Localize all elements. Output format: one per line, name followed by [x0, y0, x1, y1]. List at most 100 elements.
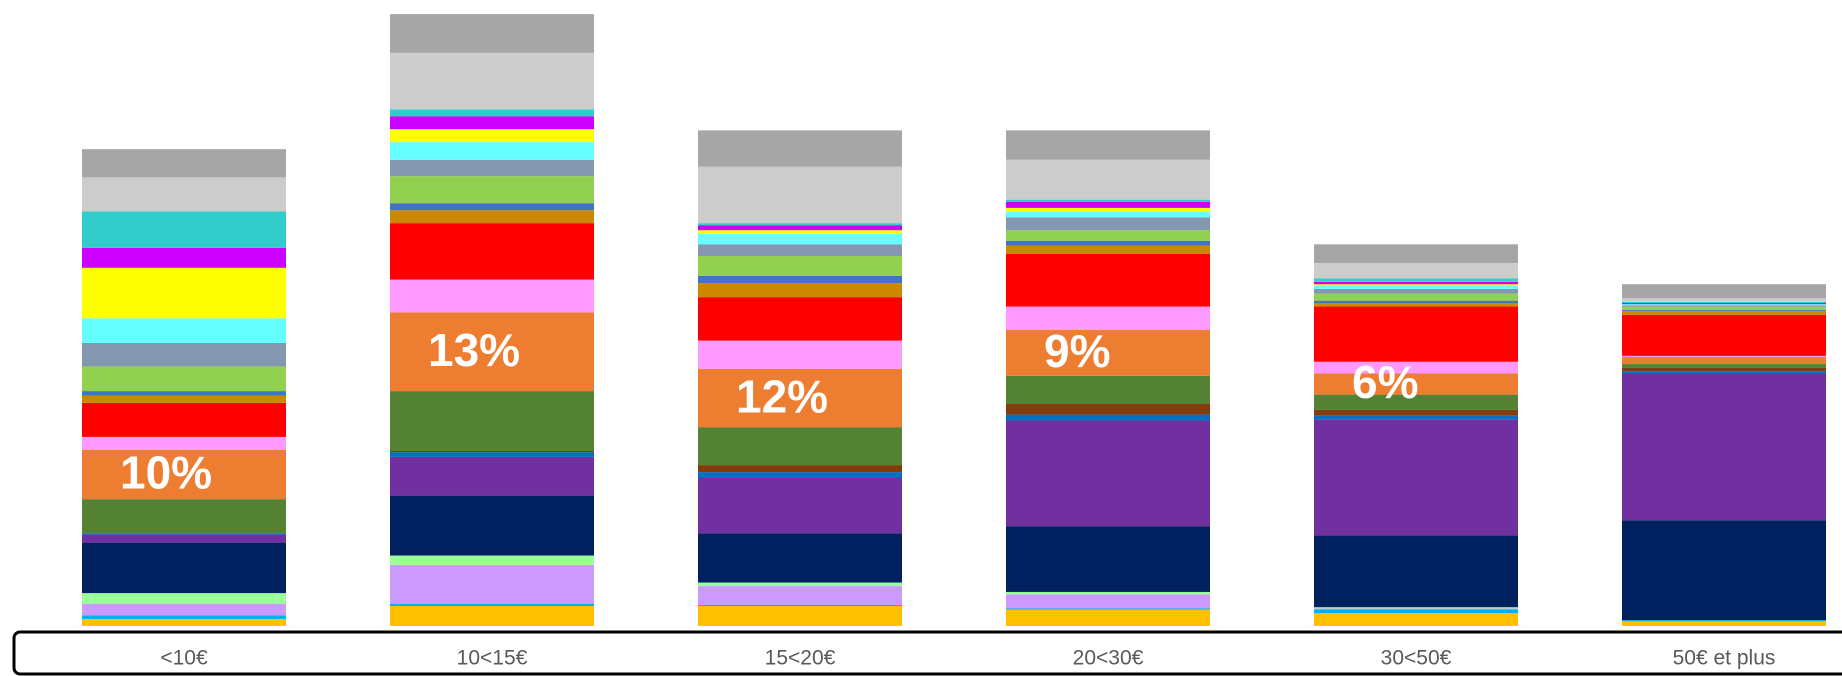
bar-segment [1006, 420, 1210, 527]
bar-segment [82, 436, 286, 450]
bar-segment [1314, 244, 1518, 264]
bar-segment [698, 582, 902, 587]
bar-segment [390, 456, 594, 496]
bar-segment [1622, 301, 1826, 304]
bar-segment [82, 402, 286, 437]
bar-segment [1622, 364, 1826, 368]
bar-segment [1314, 373, 1518, 395]
bar-segment [390, 279, 594, 313]
bar-segment [82, 267, 286, 319]
bar-segment [390, 603, 594, 607]
bar-segment [698, 230, 902, 234]
bar-segment [1006, 526, 1210, 592]
bar-segment [1314, 281, 1518, 285]
bar-segment [1314, 394, 1518, 410]
bar-segment [1314, 409, 1518, 416]
bar-segment [1622, 314, 1826, 356]
bar-segment [1314, 415, 1518, 420]
bar-segment [698, 606, 902, 626]
bar-segment [698, 244, 902, 257]
bar-segment [390, 451, 594, 453]
bar-segment [1314, 609, 1518, 614]
bar-segment [698, 233, 902, 245]
bar-segment [390, 116, 594, 130]
bar-segment [698, 297, 902, 341]
bar-segment [1622, 305, 1826, 307]
bar-segment [1006, 199, 1210, 203]
bar-segment [1622, 298, 1826, 302]
bar-segment [390, 495, 594, 556]
bar-segment [82, 618, 286, 626]
segment-label: 9% [1044, 325, 1110, 377]
bar-segment [698, 276, 902, 284]
bar-segment [82, 603, 286, 616]
x-tick-label: 30<50€ [1381, 647, 1452, 670]
bar-segment [390, 210, 594, 224]
bar-segment [390, 452, 594, 457]
bar-segment [1006, 306, 1210, 331]
bar-segment [390, 159, 594, 177]
bar-segment [1006, 594, 1210, 609]
bar-segment [698, 604, 902, 607]
bar-segment [390, 129, 594, 143]
bar-segment [1314, 613, 1518, 626]
bar-segment [1622, 367, 1826, 372]
bar-segment [390, 176, 594, 204]
segment-label: 6% [1352, 356, 1418, 408]
bar-segment [390, 109, 594, 117]
bar-segment [1006, 414, 1210, 421]
bar-segment [698, 340, 902, 369]
bar-segment [82, 342, 286, 367]
bar-segment [1622, 520, 1826, 621]
bar-segment [1006, 159, 1210, 200]
bar-segment [1622, 310, 1826, 312]
bar-segment [1006, 330, 1210, 376]
bar-segment [1622, 284, 1826, 299]
segment-label: 12% [736, 370, 828, 422]
bar-segment [82, 366, 286, 392]
bar-segment [1006, 211, 1210, 218]
bar-segment [1622, 306, 1826, 311]
bar-segment [1006, 404, 1210, 415]
bar-segment [1006, 253, 1210, 307]
bar-segment [1314, 293, 1518, 301]
bar-segment [390, 203, 594, 211]
bar-segment [390, 391, 594, 452]
bar-segment [698, 472, 902, 479]
bar-segment [698, 427, 902, 466]
bar-segment [1622, 311, 1826, 315]
bar-segment [390, 555, 594, 565]
bar-segment [82, 534, 286, 543]
bar-segment [1006, 202, 1210, 208]
bar-segment [1314, 607, 1518, 609]
bar-segment [1314, 300, 1518, 304]
bar-segment [1622, 620, 1826, 622]
bar-segment [82, 395, 286, 403]
bar-segment [1622, 371, 1826, 374]
bar-segment [390, 142, 594, 160]
bar-segment [1006, 130, 1210, 160]
bar-segment [1006, 609, 1210, 626]
x-tick-label: 15<20€ [765, 647, 836, 670]
bar-segment [1622, 621, 1826, 626]
bar-segment [698, 283, 902, 298]
bar-segment [82, 149, 286, 178]
bar-segment [82, 177, 286, 212]
bar-segment [1622, 303, 1826, 305]
x-tick-label: 50€ et plus [1673, 647, 1776, 670]
bar-segment [698, 130, 902, 167]
bar-segment [1006, 240, 1210, 246]
bar-segment [1314, 361, 1518, 374]
bar-segment [698, 225, 902, 231]
x-tick-label: <10€ [160, 647, 208, 670]
bar-segment [1622, 355, 1826, 358]
bar-segment [82, 542, 286, 594]
bar-segment [1622, 357, 1826, 365]
bar-segment [82, 318, 286, 343]
bar-segment [82, 499, 286, 534]
bar-segment [390, 52, 594, 110]
bar-segment [698, 478, 902, 534]
bar-segment [698, 368, 902, 428]
bar-segment [1006, 217, 1210, 231]
